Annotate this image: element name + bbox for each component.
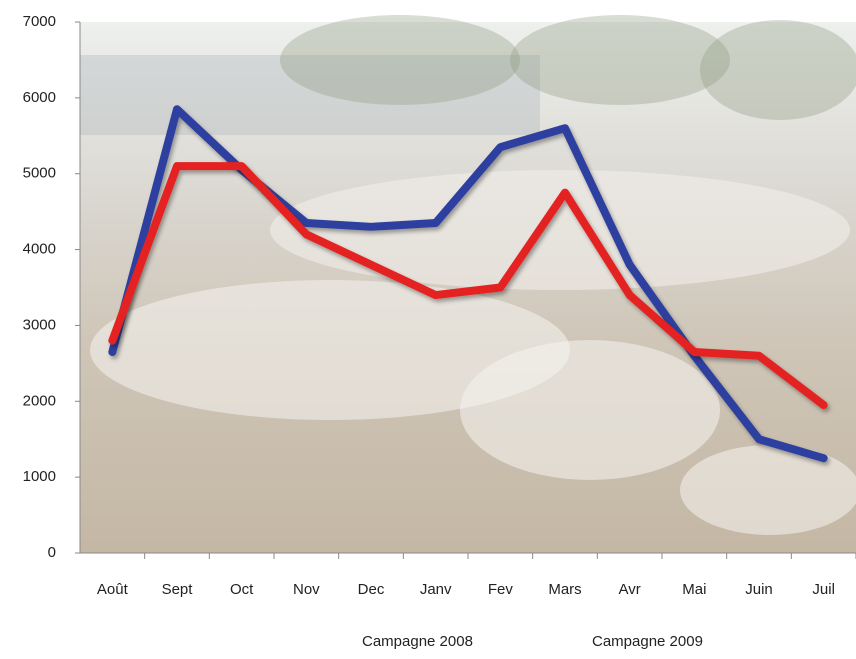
y-tick-label: 7000 bbox=[23, 13, 56, 30]
x-tick-label: Oct bbox=[230, 581, 254, 598]
x-tick-label: Janv bbox=[420, 581, 452, 598]
x-tick-label: Mars bbox=[548, 581, 581, 598]
x-tick-label: Juil bbox=[812, 581, 835, 598]
legend-label: Campagne 2008 bbox=[362, 633, 473, 650]
background-tree bbox=[700, 20, 856, 120]
chart: 0 1000 2000 3000 4000 5000 6000 7000 Août Sept Oct… bbox=[0, 0, 856, 659]
y-tick-label: 5000 bbox=[23, 165, 56, 182]
y-tick-label: 3000 bbox=[23, 316, 56, 333]
y-tick-label: 4000 bbox=[23, 241, 56, 258]
x-tick-label: Dec bbox=[358, 581, 385, 598]
x-tick-label: Avr bbox=[619, 581, 641, 598]
y-tick-label: 6000 bbox=[23, 89, 56, 106]
x-tick-label: Juin bbox=[745, 581, 773, 598]
background-calf bbox=[680, 445, 856, 535]
y-tick-label: 1000 bbox=[23, 468, 56, 485]
y-tick-label: 2000 bbox=[23, 392, 56, 409]
background-tree bbox=[510, 15, 730, 105]
y-tick-label: 0 bbox=[48, 544, 56, 561]
x-tick-label: Mai bbox=[682, 581, 706, 598]
background-tree bbox=[280, 15, 520, 105]
x-tick-label: Août bbox=[97, 581, 129, 598]
x-tick-label: Fev bbox=[488, 581, 514, 598]
x-tick-label: Nov bbox=[293, 581, 320, 598]
legend-label: Campagne 2009 bbox=[592, 633, 703, 650]
background-calf bbox=[460, 340, 720, 480]
x-tick-label: Sept bbox=[162, 581, 194, 598]
